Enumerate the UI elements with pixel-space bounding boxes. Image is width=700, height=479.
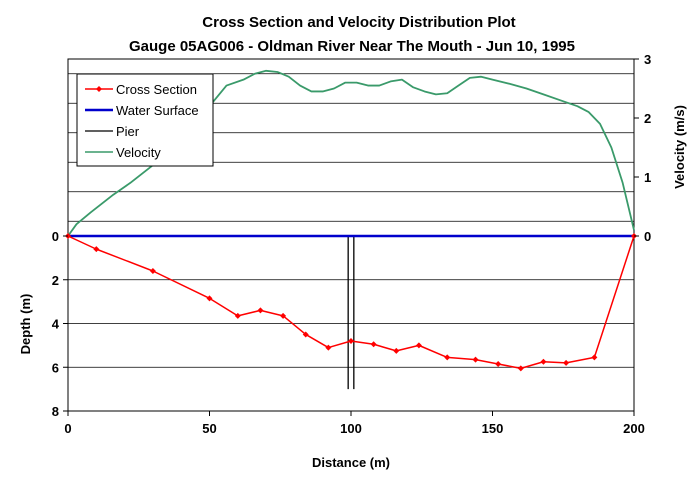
series-layer <box>65 69 637 390</box>
depth-tick-label-2: 2 <box>52 273 59 288</box>
legend-label-pier: Pier <box>116 124 140 139</box>
velocity-axis-label: Velocity (m/s) <box>672 105 687 189</box>
legend-label-velocity: Velocity <box>116 145 161 160</box>
cross-section-point <box>472 356 479 363</box>
x-axis-ticks: 0 50 100 150 200 <box>64 411 645 436</box>
x-tick-label-200: 200 <box>623 421 645 436</box>
velocity-tick-label-3: 3 <box>644 52 651 67</box>
velocity-axis-ticks: 0 1 2 3 <box>634 52 651 244</box>
cross-section-point <box>563 359 570 366</box>
cross-section-point <box>302 331 309 338</box>
cross-section-point <box>257 307 264 314</box>
velocity-tick-label-2: 2 <box>644 111 651 126</box>
cross-section-point <box>591 354 598 361</box>
cross-section-point <box>370 341 377 348</box>
chart-subtitle: Gauge 05AG006 - Oldman River Near The Mo… <box>129 38 575 55</box>
depth-axis-label: Depth (m) <box>18 294 33 355</box>
cross-section-point <box>517 365 524 372</box>
depth-tick-label-0: 0 <box>52 229 59 244</box>
cross-section-point <box>444 354 451 361</box>
x-tick-label-0: 0 <box>64 421 71 436</box>
depth-tick-label-4: 4 <box>52 317 60 332</box>
cross-section-point <box>393 347 400 354</box>
x-axis-label: Distance (m) <box>312 455 390 470</box>
cross-section-point <box>206 295 213 302</box>
cross-section-point <box>234 312 241 319</box>
x-tick-label-100: 100 <box>340 421 362 436</box>
chart-title: Cross Section and Velocity Distribution … <box>202 14 515 31</box>
x-tick-label-150: 150 <box>482 421 504 436</box>
cross-section-point <box>280 312 287 319</box>
velocity-tick-label-1: 1 <box>644 170 651 185</box>
legend-label-cross-section: Cross Section <box>116 82 197 97</box>
cross-section-point <box>495 360 502 367</box>
depth-tick-label-6: 6 <box>52 360 59 375</box>
cross-section-point <box>93 246 100 253</box>
legend: Cross Section Water Surface Pier Velocit… <box>76 73 214 167</box>
depth-axis-ticks: 0 2 4 6 8 <box>52 229 68 419</box>
x-tick-label-50: 50 <box>202 421 216 436</box>
cross-section-point <box>348 338 354 344</box>
cross-section-point <box>415 342 422 349</box>
cross-section-point <box>540 358 547 365</box>
cross-section-point <box>325 344 332 351</box>
cross-section-line <box>67 235 635 370</box>
cross-section-point <box>149 268 156 274</box>
velocity-tick-label-0: 0 <box>644 229 651 244</box>
depth-tick-label-8: 8 <box>52 404 59 419</box>
legend-label-water-surface: Water Surface <box>116 103 199 118</box>
legend-marker-cross-section <box>96 86 102 92</box>
